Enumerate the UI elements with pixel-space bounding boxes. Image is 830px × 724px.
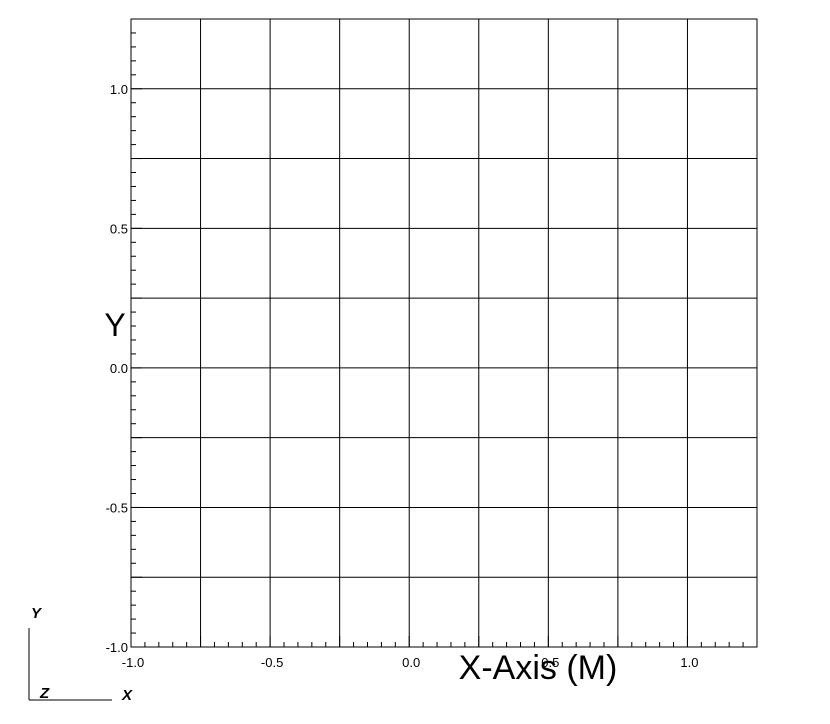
y-tick-label: 0.0	[110, 361, 128, 376]
x-tick-labels: -1.0 -0.5 0.0 0.5 1.0	[122, 655, 699, 670]
minor-ticks	[130, 18, 758, 648]
x-tick-label: 0.5	[541, 655, 559, 670]
x-tick-label: 1.0	[680, 655, 698, 670]
x-tick-label: -1.0	[122, 655, 144, 670]
y-tick-label: -1.0	[106, 640, 128, 655]
x-tick-label: 0.0	[402, 655, 420, 670]
y-tick-labels: -1.0 -0.5 0.0 0.5 1.0	[106, 82, 128, 655]
triad-z-label: Z	[39, 685, 50, 702]
triad-x-label: X	[121, 687, 133, 704]
y-axis-title: Y	[104, 307, 125, 343]
plot-frame	[130, 18, 758, 648]
y-tick-label: 0.5	[110, 221, 128, 236]
axis-triad: Y X Z	[28, 605, 133, 704]
triad-y-label: Y	[31, 605, 43, 622]
y-tick-label: 1.0	[110, 82, 128, 97]
grid-lines	[131, 19, 757, 647]
x-tick-label: -0.5	[261, 655, 283, 670]
x-axis-title: X-Axis (M)	[459, 649, 618, 687]
y-tick-label: -0.5	[106, 500, 128, 515]
